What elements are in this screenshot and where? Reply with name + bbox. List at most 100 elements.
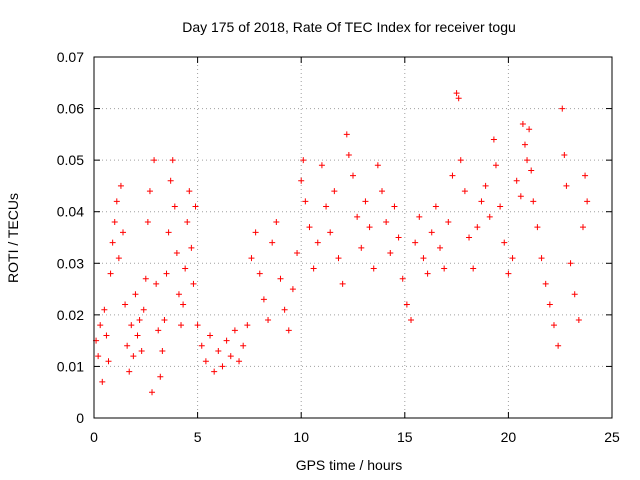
data-point	[171, 203, 178, 210]
data-point	[530, 198, 537, 205]
data-point	[521, 141, 528, 148]
data-point	[111, 219, 118, 226]
data-point	[138, 347, 145, 354]
data-point	[486, 213, 493, 220]
data-point	[509, 255, 516, 262]
data-point	[497, 203, 504, 210]
data-point	[302, 198, 309, 205]
data-point	[124, 342, 131, 349]
data-point	[157, 373, 164, 380]
data-point	[134, 332, 141, 339]
data-point	[323, 203, 330, 210]
data-point	[335, 255, 342, 262]
data-point	[432, 203, 439, 210]
data-point	[470, 265, 477, 272]
data-point	[281, 306, 288, 313]
data-point	[184, 219, 191, 226]
y-tick-label: 0.02	[57, 307, 84, 323]
plot-frame	[93, 56, 613, 419]
data-point	[579, 224, 586, 231]
data-point	[449, 172, 456, 179]
data-point	[542, 280, 549, 287]
data-point	[482, 182, 489, 189]
data-point	[151, 157, 158, 164]
data-point	[113, 198, 120, 205]
data-point	[142, 275, 149, 282]
y-tick-label: 0.05	[57, 152, 84, 168]
data-point	[331, 188, 338, 195]
data-point	[575, 317, 582, 324]
data-point	[300, 157, 307, 164]
data-point	[354, 213, 361, 220]
data-point	[582, 172, 589, 179]
data-point	[277, 275, 284, 282]
data-point	[289, 286, 296, 293]
data-point	[269, 239, 276, 246]
x-tick-label: 25	[604, 429, 620, 445]
data-points	[93, 90, 591, 396]
data-point	[550, 322, 557, 329]
data-point	[273, 219, 280, 226]
data-point	[310, 265, 317, 272]
data-point	[240, 342, 247, 349]
data-point	[559, 105, 566, 112]
data-point	[95, 353, 102, 360]
data-point	[227, 353, 234, 360]
data-point	[561, 151, 568, 158]
data-point	[327, 229, 334, 236]
data-point	[505, 270, 512, 277]
data-point	[490, 136, 497, 143]
data-point	[374, 162, 381, 169]
data-point	[99, 378, 106, 385]
data-point	[126, 368, 133, 375]
data-point	[412, 239, 419, 246]
data-point	[441, 265, 448, 272]
data-point	[97, 322, 104, 329]
y-tick-label: 0.04	[57, 204, 84, 220]
data-point	[524, 157, 531, 164]
data-point	[223, 337, 230, 344]
data-point	[120, 229, 127, 236]
x-tick-label: 5	[194, 429, 202, 445]
data-point	[424, 270, 431, 277]
data-point	[105, 358, 112, 365]
data-point	[314, 239, 321, 246]
data-point	[563, 182, 570, 189]
data-point	[215, 347, 222, 354]
data-point	[538, 255, 545, 262]
axis-ticks: 0 5 10 15 20 25 0 0.01 0.02 0.03 0.04 0.05 0.06 0.07	[57, 49, 620, 445]
data-point	[453, 90, 460, 97]
data-point	[117, 182, 124, 189]
data-point	[192, 203, 199, 210]
data-point	[461, 188, 468, 195]
x-axis-label: GPS time / hours	[296, 457, 403, 473]
data-point	[180, 301, 187, 308]
data-point	[343, 131, 350, 138]
data-point	[207, 332, 214, 339]
data-point	[175, 291, 182, 298]
x-tick-label: 0	[90, 429, 98, 445]
data-point	[161, 317, 168, 324]
data-point	[130, 353, 137, 360]
data-point	[555, 342, 562, 349]
data-point	[366, 224, 373, 231]
data-point	[379, 188, 386, 195]
data-point	[457, 157, 464, 164]
data-point	[153, 280, 160, 287]
data-point	[408, 317, 415, 324]
data-point	[146, 188, 153, 195]
data-point	[169, 157, 176, 164]
y-tick-label: 0	[76, 410, 84, 426]
data-point	[370, 265, 377, 272]
y-axis-label: ROTI / TECUs	[5, 193, 21, 283]
data-point	[339, 280, 346, 287]
data-point	[501, 239, 508, 246]
data-point	[474, 224, 481, 231]
data-point	[198, 342, 205, 349]
data-point	[358, 244, 365, 251]
data-point	[350, 172, 356, 179]
data-point	[165, 229, 172, 236]
data-point	[546, 301, 553, 308]
data-point	[534, 224, 541, 231]
